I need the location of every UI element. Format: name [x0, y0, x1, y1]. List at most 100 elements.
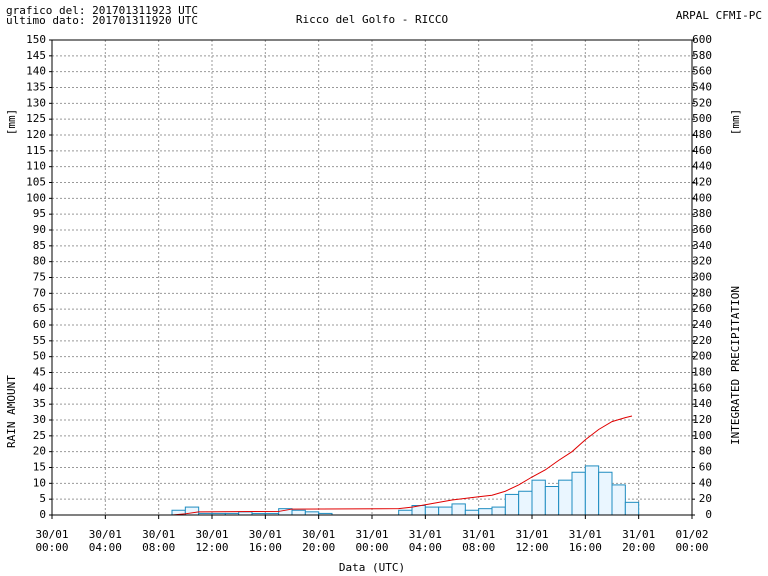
y2-tick-label: 520: [692, 96, 712, 109]
y2-tick-label: 580: [692, 49, 712, 62]
y2-tick-label: 400: [692, 191, 712, 204]
y2-tick-label: 80: [699, 445, 712, 458]
x-axis-title: Data (UTC): [339, 561, 405, 574]
y2-tick-label: 60: [699, 461, 712, 474]
source: ARPAL CFMI-PC: [675, 9, 762, 22]
y2-tick-label: 380: [692, 207, 712, 220]
y2-tick-label: 320: [692, 255, 712, 268]
y-tick-label: 10: [33, 476, 46, 489]
y-tick-label: 40: [33, 381, 46, 394]
y-tick-label: 130: [26, 96, 46, 109]
y-tick-label: 110: [26, 160, 46, 173]
y-tick-label: 5: [39, 492, 46, 505]
y2-tick-label: 560: [692, 65, 712, 78]
plot-frame: [51, 39, 693, 516]
y-tick-label: 140: [26, 65, 46, 78]
y-tick-label: 0: [39, 508, 46, 521]
bar: [611, 484, 626, 516]
y-tick-label: 95: [33, 207, 46, 220]
bar: [478, 508, 493, 516]
y2-tick-label: 140: [692, 397, 712, 410]
y-tick-label: 15: [33, 461, 46, 474]
line: [52, 415, 633, 516]
chart-title: Ricco del Golfo - RICCO: [296, 13, 448, 26]
y-tick-label: 125: [26, 112, 46, 125]
x-tick-label: 31/01 08:00: [462, 528, 496, 554]
y-tick-label: 115: [26, 144, 46, 157]
y2-tick-label: 260: [692, 302, 712, 315]
y2-tick-label: 0: [705, 508, 712, 521]
y-tick-label: 105: [26, 176, 46, 189]
last-data-time: ultimo dato: 201701311920 UTC: [6, 14, 199, 27]
y2-tick-label: 240: [692, 318, 712, 331]
y-tick-label: 35: [33, 397, 46, 410]
bar: [584, 465, 600, 516]
y2-tick-label: 340: [692, 239, 712, 252]
y-tick-label: 65: [33, 302, 46, 315]
bar: [571, 471, 586, 516]
bar: [398, 509, 413, 516]
generated-time: grafico del: 201701311923 UTC: [6, 4, 199, 17]
bar: [491, 506, 506, 516]
y-tick-label: 30: [33, 413, 46, 426]
bar: [438, 506, 453, 516]
x-tick-label: 30/01 04:00: [88, 528, 122, 554]
bar: [558, 479, 573, 516]
y2-tick-label: 440: [692, 160, 712, 173]
y-tick-label: 60: [33, 318, 46, 331]
y2-tick-label: 220: [692, 334, 712, 347]
y2-tick-label: 480: [692, 128, 712, 141]
x-tick-label: 31/01 00:00: [355, 528, 389, 554]
bar: [424, 506, 440, 516]
y-tick-label: 100: [26, 191, 46, 204]
bar: [531, 479, 546, 516]
y-axis-title: RAIN AMOUNT: [5, 375, 18, 448]
y-tick-label: 20: [33, 445, 46, 458]
y2-tick-label: 360: [692, 223, 712, 236]
y2-tick-label: 280: [692, 286, 712, 299]
y-tick-label: 25: [33, 429, 46, 442]
bar: [504, 493, 520, 516]
y2-tick-label: 40: [699, 476, 712, 489]
y-tick-label: 150: [26, 33, 46, 46]
y2-tick-label: 100: [692, 429, 712, 442]
y-tick-label: 45: [33, 366, 46, 379]
bar: [544, 486, 560, 516]
y-tick-label: 90: [33, 223, 46, 236]
y-tick-label: 75: [33, 271, 46, 284]
x-tick-label: 31/01 16:00: [568, 528, 602, 554]
bar: [624, 501, 640, 516]
x-tick-label: 31/01 20:00: [622, 528, 656, 554]
y-tick-label: 55: [33, 334, 46, 347]
y-unit: [mm]: [5, 109, 18, 136]
x-tick-label: 30/01 12:00: [195, 528, 229, 554]
x-tick-label: 01/02 00:00: [675, 528, 709, 554]
y2-tick-label: 420: [692, 176, 712, 189]
y2-tick-label: 500: [692, 112, 712, 125]
y2-tick-label: 300: [692, 271, 712, 284]
y-tick-label: 80: [33, 255, 46, 268]
y2-axis-title: INTEGRATED PRECIPITATION: [729, 286, 742, 445]
bar: [464, 509, 480, 516]
y2-tick-label: 180: [692, 366, 712, 379]
bar: [291, 509, 306, 516]
x-tick-label: 30/01 00:00: [35, 528, 69, 554]
bar: [451, 503, 466, 516]
bar: [518, 490, 533, 516]
y2-tick-label: 160: [692, 381, 712, 394]
y2-tick-label: 540: [692, 81, 712, 94]
y2-tick-label: 20: [699, 492, 712, 505]
y-tick-label: 70: [33, 286, 46, 299]
y-tick-label: 135: [26, 81, 46, 94]
x-tick-label: 31/01 04:00: [408, 528, 442, 554]
y-tick-label: 50: [33, 350, 46, 363]
y-tick-label: 85: [33, 239, 46, 252]
y2-tick-label: 200: [692, 350, 712, 363]
bar: [598, 471, 613, 516]
y2-tick-label: 120: [692, 413, 712, 426]
y2-tick-label: 600: [692, 33, 712, 46]
y2-unit: [mm]: [729, 109, 742, 136]
x-tick-label: 31/01 12:00: [515, 528, 549, 554]
